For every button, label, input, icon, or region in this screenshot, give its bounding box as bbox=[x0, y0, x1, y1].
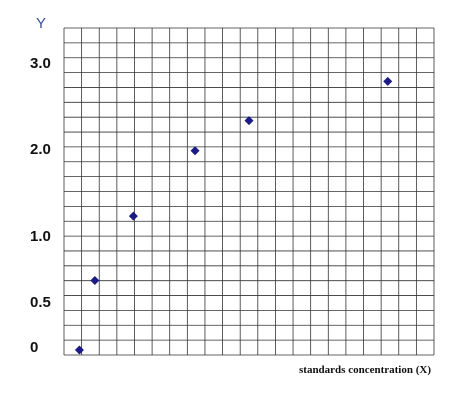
y-axis-label: Y bbox=[36, 15, 46, 32]
y-tick-label: 2.0 bbox=[30, 141, 51, 158]
data-point bbox=[244, 116, 254, 126]
plot-grid bbox=[63, 27, 435, 356]
y-tick-label: 0 bbox=[30, 339, 38, 356]
data-point bbox=[190, 146, 200, 156]
y-tick-label: 3.0 bbox=[30, 55, 51, 72]
y-tick-label: 1.0 bbox=[30, 228, 51, 245]
data-point bbox=[383, 76, 393, 86]
data-point bbox=[74, 345, 84, 355]
x-axis-label: standards concentration (X) bbox=[299, 364, 431, 376]
data-point bbox=[90, 276, 100, 286]
y-tick-labels: 3.0 2.0 1.0 0.5 0 bbox=[30, 55, 51, 356]
y-tick-label: 0.5 bbox=[30, 294, 51, 311]
data-points bbox=[74, 76, 393, 355]
data-point bbox=[128, 211, 138, 221]
